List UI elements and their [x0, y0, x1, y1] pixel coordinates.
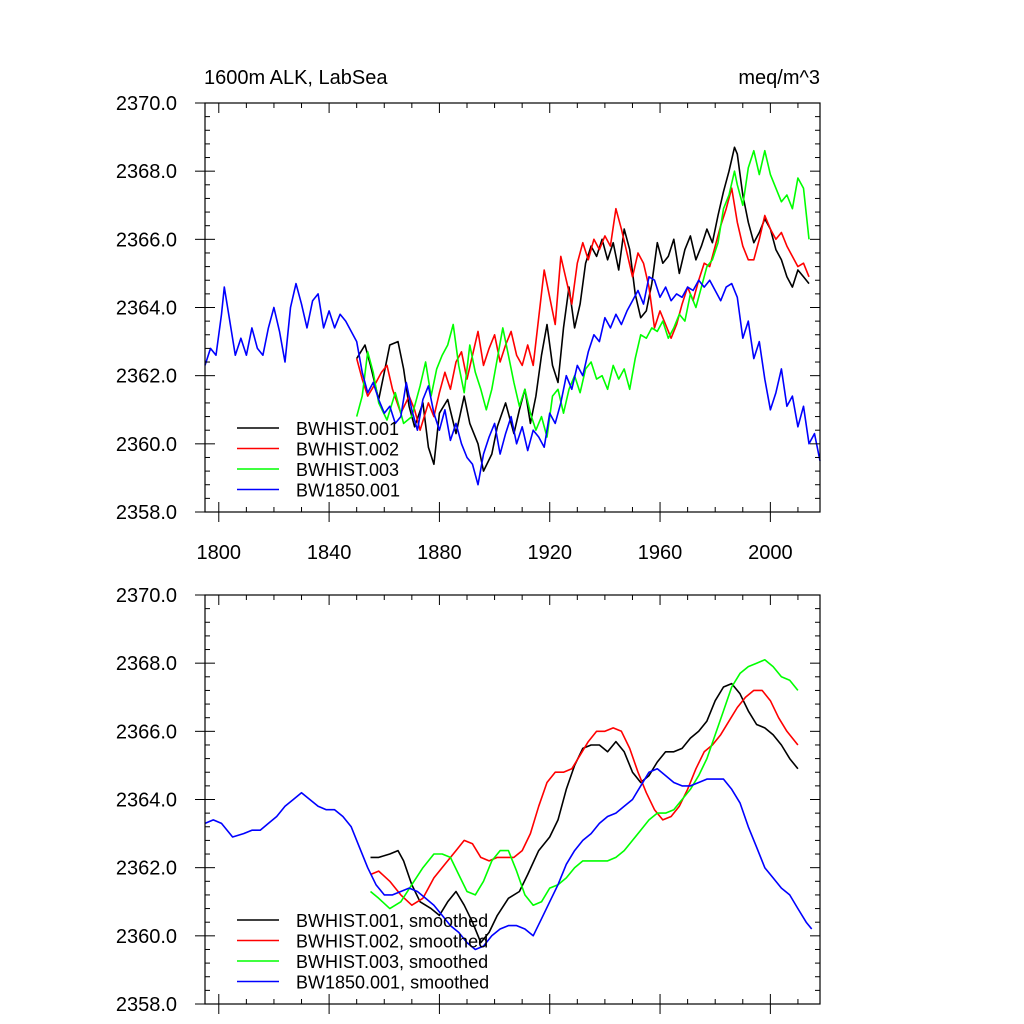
legend-label-1: BWHIST.002	[296, 440, 399, 460]
legend-label-3: BW1850.001, smoothed	[296, 973, 489, 993]
legend-label-0: BWHIST.001, smoothed	[296, 911, 488, 931]
y-tick-label: 2370.0	[116, 93, 177, 115]
x-tick-label: 1840	[307, 542, 352, 564]
x-tick-label: 2000	[748, 542, 793, 564]
series-line-3	[204, 276, 821, 486]
panel-smoothed: 2358.0 2360.0 2362.0 2364.0 2366.0 2368.0 2370…	[116, 585, 821, 1016]
x-tick-label: 1800	[197, 542, 242, 564]
series-line-2	[355, 149, 810, 438]
x-tick-label: 1880	[417, 542, 462, 564]
legend-label-2: BWHIST.003, smoothed	[296, 952, 488, 972]
y-tick-label: 2358.0	[116, 502, 177, 524]
y-tick-label: 2368.0	[116, 161, 177, 183]
legend-label-2: BWHIST.003	[296, 460, 399, 480]
chart-title: 1600m ALK, LabSea	[204, 67, 388, 89]
series-line-3	[204, 768, 813, 951]
series-line-0	[370, 682, 799, 944]
y-tick-label: 2360.0	[116, 434, 177, 456]
series-line-1	[370, 689, 799, 906]
legend-label-3: BW1850.001	[296, 481, 400, 501]
y-tick-label: 2362.0	[116, 366, 177, 388]
series-line-1	[355, 187, 810, 431]
y-tick-label: 2362.0	[116, 858, 177, 880]
series-line-2	[369, 659, 799, 910]
y-tick-label: 2364.0	[116, 790, 177, 812]
y-tick-label: 2368.0	[116, 653, 177, 675]
x-tick-label: 1920	[527, 542, 572, 564]
x-tick-label: 1960	[638, 542, 683, 564]
y-tick-label: 2370.0	[116, 585, 177, 607]
y-tick-label: 2364.0	[116, 298, 177, 320]
legend-label-0: BWHIST.001	[296, 419, 399, 439]
legend-label-1: BWHIST.002, smoothed	[296, 932, 488, 952]
panel-raw: 1800 1840 1880 1920 1960 2000 2358.0 2360.0 2362…	[116, 93, 821, 564]
y-tick-label: 2366.0	[116, 721, 177, 743]
y-tick-label: 2358.0	[116, 994, 177, 1016]
y-tick-label: 2360.0	[116, 926, 177, 948]
y-tick-label: 2366.0	[116, 229, 177, 251]
chart-units: meq/m^3	[738, 67, 820, 89]
